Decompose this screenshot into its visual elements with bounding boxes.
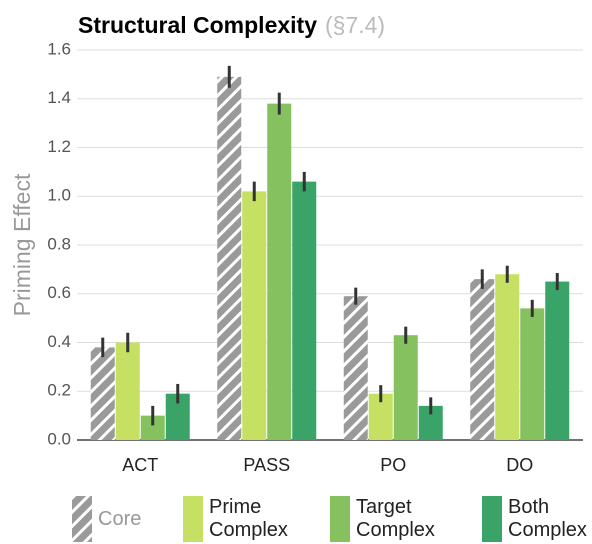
legend-label: Prime Complex (209, 496, 288, 541)
chart-title: Structural Complexity (§7.4) (78, 12, 385, 38)
y-tick-label: 1.4 (47, 88, 71, 107)
legend-item: Core (72, 496, 190, 542)
y-tick-label: 0.4 (47, 332, 71, 351)
bar (242, 191, 267, 440)
bar (90, 347, 115, 440)
bar (292, 181, 317, 440)
y-tick-label: 0.6 (47, 283, 71, 302)
y-tick-label: 1.0 (47, 186, 71, 205)
x-tick-label: ACT (122, 455, 158, 475)
y-tick-label: 1.6 (47, 39, 71, 58)
x-tick-label: PASS (243, 455, 290, 475)
bar (267, 103, 292, 440)
x-tick-label: PO (380, 455, 406, 475)
bar (393, 335, 418, 440)
legend-swatch (482, 496, 502, 542)
legend-label: Core (98, 508, 142, 530)
y-tick-label: 0.2 (47, 381, 71, 400)
legend-item: Both Complex (482, 496, 592, 542)
bar (343, 296, 368, 440)
y-axis-label: Priming Effect (9, 173, 35, 316)
bar (520, 308, 545, 440)
chart: Structural Complexity (§7.4) Priming Effe… (9, 12, 583, 475)
legend-label: Target Complex (356, 496, 435, 541)
legend-swatch (183, 496, 203, 542)
subtitle: (§7.4) (325, 12, 385, 38)
legend-label: Both Complex (508, 496, 587, 541)
bar (217, 76, 242, 440)
bar (545, 281, 570, 440)
bar (115, 342, 140, 440)
y-tick-label: 0.8 (47, 234, 71, 253)
bar (470, 279, 495, 440)
legend-item: Target Complex (330, 496, 448, 542)
title: Structural Complexity (78, 12, 317, 38)
bar (495, 274, 520, 440)
x-tick-label: DO (506, 455, 533, 475)
y-tick-label: 1.2 (47, 137, 71, 156)
legend-swatch (330, 496, 350, 542)
legend-swatch (72, 496, 92, 542)
y-tick-label: 0.0 (47, 429, 71, 448)
legend-item: Prime Complex (183, 496, 301, 542)
